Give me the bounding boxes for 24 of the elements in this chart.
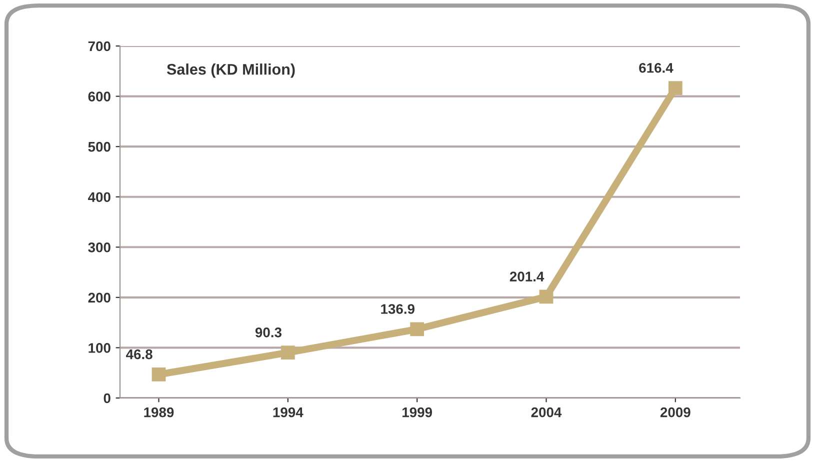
y-tick-label: 700 <box>88 41 110 52</box>
data-label: 616.4 <box>639 62 674 73</box>
y-tick-label: 400 <box>88 192 110 202</box>
data-label: 201.4 <box>510 272 544 282</box>
point <box>280 346 295 360</box>
y-tick-label: 200 <box>88 292 110 303</box>
y-tick-label: 600 <box>88 92 110 102</box>
point <box>152 368 166 382</box>
x-tick-label: 1989 <box>144 407 174 418</box>
text: Sales (KD Million) <box>166 64 295 78</box>
y-tick-label: 100 <box>88 343 110 353</box>
y-tick-label: 0 <box>104 393 110 404</box>
data-label: 46.8 <box>126 349 152 360</box>
x-tick-label: 2004 <box>531 407 562 418</box>
x-tick-label: 1994 <box>273 407 304 418</box>
y-tick-label: 300 <box>88 242 110 252</box>
data-label: 90.3 <box>255 328 282 338</box>
point <box>668 81 682 95</box>
point <box>539 290 554 304</box>
y-tick-label: 500 <box>88 142 110 152</box>
point <box>410 322 424 336</box>
x-tick-label: 2009 <box>660 407 690 418</box>
data-label: 136.9 <box>381 304 415 314</box>
x-tick-label: 1999 <box>402 407 432 418</box>
